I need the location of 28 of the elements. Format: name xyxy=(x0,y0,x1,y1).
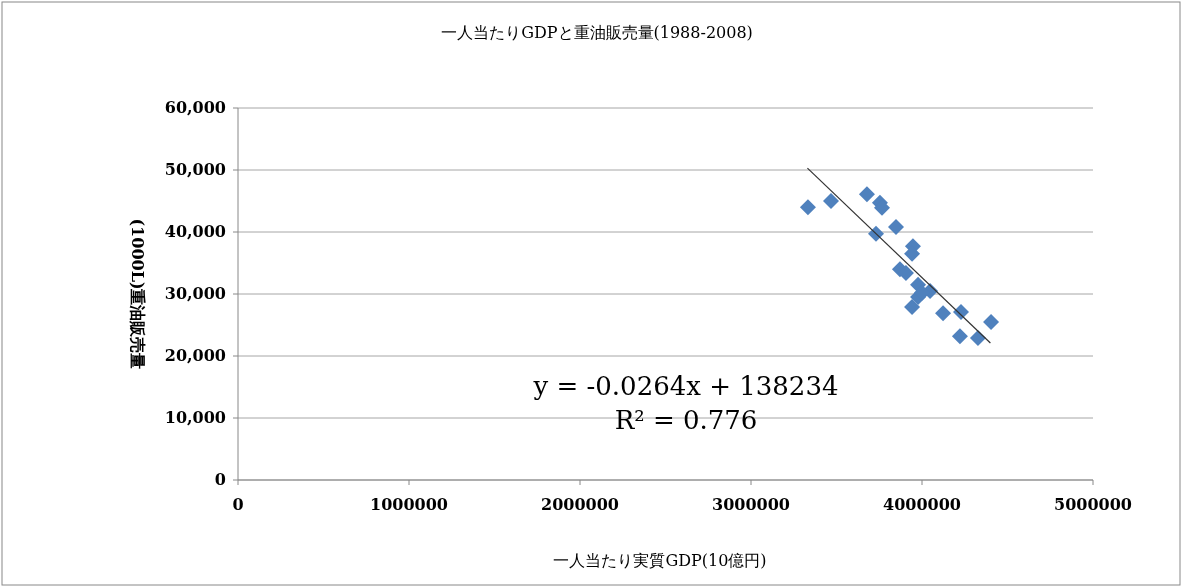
x-tick-label: 5000000 xyxy=(1054,495,1132,514)
point xyxy=(983,313,1000,330)
x-axis-title: 一人当たり実質GDP(10億円) xyxy=(553,551,767,570)
point xyxy=(969,330,986,347)
point xyxy=(799,199,816,216)
y-tick-label: 0 xyxy=(214,470,226,489)
y-tick-label: 40,000 xyxy=(164,222,226,241)
x-tick-label: 4000000 xyxy=(883,495,961,514)
annotation: R² = 0.776 xyxy=(614,405,758,435)
point xyxy=(904,299,921,316)
y-tick-label: 60,000 xyxy=(164,98,226,117)
point xyxy=(858,186,875,203)
x-tick-label: 1000000 xyxy=(370,495,448,514)
point xyxy=(888,219,905,236)
point xyxy=(935,305,952,322)
chart-title: 一人当たりGDPと重油販売量(1988-2008) xyxy=(441,23,753,42)
x-tick-label: 0 xyxy=(232,495,244,514)
x-tick-label: 3000000 xyxy=(712,495,790,514)
y-tick-label: 50,000 xyxy=(164,160,226,179)
point xyxy=(951,328,968,345)
y-tick-label: 20,000 xyxy=(164,346,226,365)
point xyxy=(952,303,969,320)
y-tick-label: 10,000 xyxy=(164,408,226,427)
y-axis-title: (1000L)重油販売量 xyxy=(128,218,147,370)
y-tick-label: 30,000 xyxy=(164,284,226,303)
x-tick-label: 2000000 xyxy=(541,495,619,514)
point xyxy=(823,193,840,209)
annotation: y = -0.0264x + 138234 xyxy=(532,371,839,401)
